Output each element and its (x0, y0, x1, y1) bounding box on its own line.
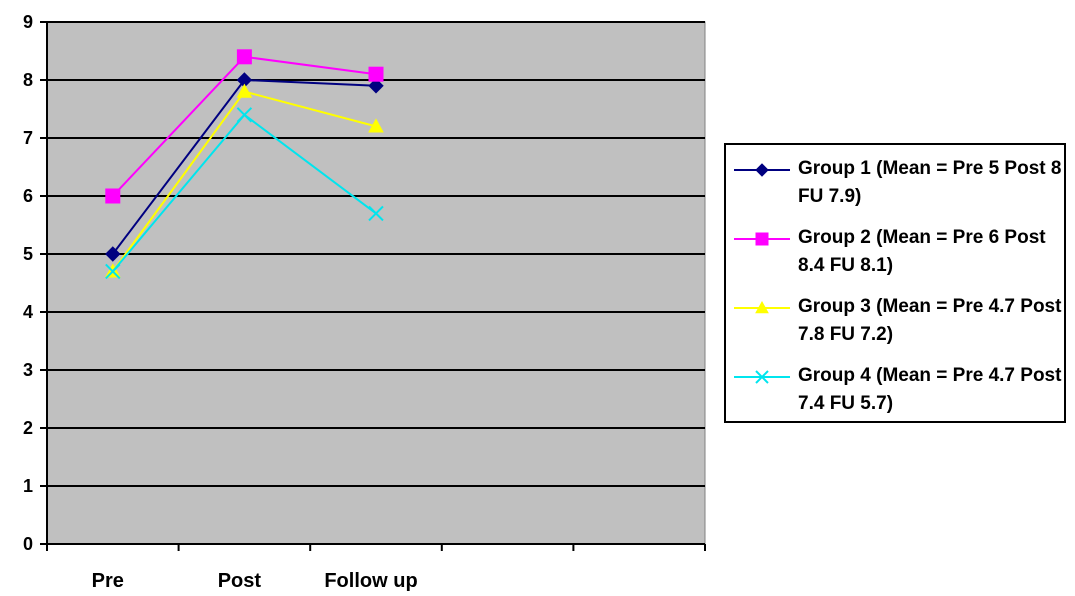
x-category-label: Post (218, 570, 262, 592)
data-point-group-2 (105, 188, 121, 204)
y-tick-label: 4 (23, 302, 33, 322)
legend-swatch-marker (755, 232, 769, 246)
legend-swatch-marker (755, 301, 769, 314)
legend-entry: Group 1 (Mean = Pre 5 Post 8 FU 7.9) (732, 155, 1064, 215)
x-category-label: Pre (92, 570, 124, 592)
legend-label: Group 4 (Mean = Pre 4.7 Post 7.4 FU 5.7) (798, 365, 1062, 414)
data-point-group-4 (236, 107, 253, 123)
legend-swatch-marker (755, 163, 769, 177)
y-tick-label: 0 (23, 534, 33, 554)
legend-swatch (734, 301, 790, 314)
data-point-group-2 (368, 66, 384, 82)
y-tick-label: 3 (23, 360, 33, 380)
y-tick-label: 2 (23, 418, 33, 438)
y-tick-label: 7 (23, 128, 33, 148)
legend-label: Group 2 (Mean = Pre 6 Post 8.4 FU 8.1) (798, 227, 1046, 276)
x-category-label: Follow up (324, 570, 417, 592)
data-point-group-1 (105, 246, 121, 262)
legend-entry: Group 2 (Mean = Pre 6 Post 8.4 FU 8.1) (732, 224, 1064, 284)
y-tick-label: 5 (23, 244, 33, 264)
legend-swatch (734, 232, 790, 246)
y-tick-label: 8 (23, 70, 33, 90)
data-point-group-3 (236, 83, 253, 98)
legend-swatch (734, 163, 790, 177)
legend-entry: Group 3 (Mean = Pre 4.7 Post 7.8 FU 7.2) (732, 293, 1064, 353)
y-tick-label: 6 (23, 186, 33, 206)
legend-label: Group 1 (Mean = Pre 5 Post 8 FU 7.9) (798, 158, 1062, 207)
legend-entry: Group 4 (Mean = Pre 4.7 Post 7.4 FU 5.7) (732, 362, 1064, 422)
data-point-group-1 (368, 78, 384, 94)
chart-legend: Group 1 (Mean = Pre 5 Post 8 FU 7.9) Grou… (724, 143, 1066, 423)
data-point-group-2 (236, 49, 252, 65)
plot-area (46, 21, 706, 545)
data-point-group-4 (105, 263, 121, 280)
y-tick-label: 1 (23, 476, 33, 496)
data-point-group-3 (368, 118, 384, 133)
y-tick-label: 9 (23, 12, 33, 32)
data-point-group-4 (368, 205, 384, 222)
legend-label: Group 3 (Mean = Pre 4.7 Post 7.8 FU 7.2) (798, 296, 1062, 345)
legend-swatch (734, 370, 790, 384)
legend-swatch-marker (755, 370, 769, 384)
